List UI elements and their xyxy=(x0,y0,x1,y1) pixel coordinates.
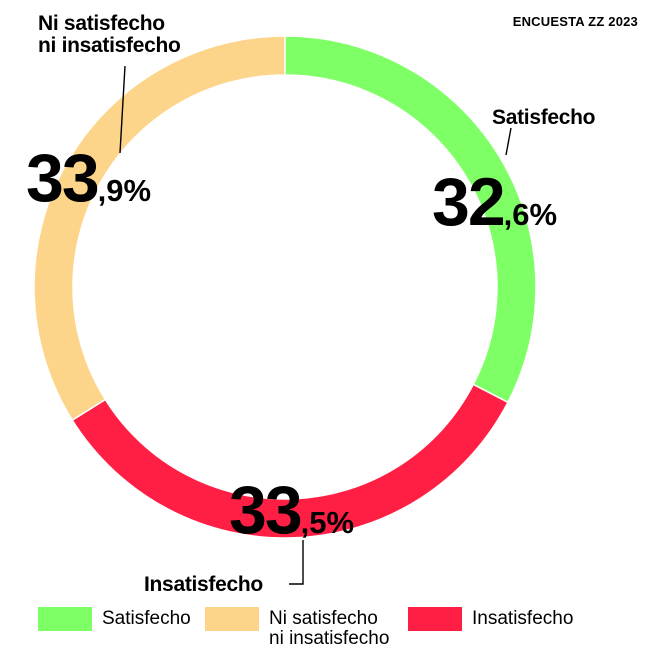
source-label: ENCUESTA ZZ 2023 xyxy=(512,14,638,29)
legend-text-ni-satisfecho-line-2: ni insatisfecho xyxy=(269,628,390,649)
legend-item-insatisfecho: Insatisfecho xyxy=(408,607,573,631)
legend-text-satisfecho-line: Satisfecho xyxy=(102,608,191,629)
legend-swatch-insatisfecho xyxy=(408,607,462,631)
value-satisfecho-dec: ,6% xyxy=(503,197,558,232)
legend-swatch-satisfecho xyxy=(38,607,92,631)
label-ni-satisfecho: Ni satisfecho ni insatisfecho xyxy=(38,13,181,57)
label-ni-satisfecho-line-1: Ni satisfecho xyxy=(38,12,165,35)
leader-line-insatisfecho xyxy=(289,540,304,585)
legend: Satisfecho Ni satisfecho ni insatisfecho… xyxy=(38,607,638,663)
leader-lines xyxy=(119,65,512,585)
label-satisfecho-line: Satisfecho xyxy=(492,106,596,129)
value-label-insatisfecho: 33,5% xyxy=(229,476,354,544)
value-insatisfecho-dec: ,5% xyxy=(300,505,355,540)
value-insatisfecho-int: 33 xyxy=(229,472,303,548)
label-satisfecho: Satisfecho xyxy=(492,106,596,129)
leader-line-ni-satisfecho xyxy=(119,65,126,154)
value-label-ni-satisfecho: 33,9% xyxy=(26,144,151,212)
label-ni-satisfecho-line-2: ni insatisfecho xyxy=(38,34,181,57)
legend-swatch-ni-satisfecho xyxy=(205,607,259,631)
leader-line-satisfecho xyxy=(505,127,512,156)
legend-text-satisfecho: Satisfecho xyxy=(102,607,191,629)
legend-item-satisfecho: Satisfecho xyxy=(38,607,191,631)
legend-text-insatisfecho-line: Insatisfecho xyxy=(472,608,574,629)
label-insatisfecho: Insatisfecho xyxy=(144,574,263,596)
value-ni-satisfecho-int: 33 xyxy=(26,140,100,216)
legend-text-insatisfecho: Insatisfecho xyxy=(472,607,573,629)
value-ni-satisfecho-dec: ,9% xyxy=(97,173,152,208)
donut-slice-ni xyxy=(33,35,286,422)
value-label-satisfecho: 32,6% xyxy=(432,168,557,236)
donut-slices xyxy=(33,35,537,539)
value-satisfecho-int: 32 xyxy=(432,164,506,240)
label-insatisfecho-line: Insatisfecho xyxy=(144,573,263,596)
legend-text-ni-satisfecho: Ni satisfecho ni insatisfecho xyxy=(269,607,389,649)
legend-text-ni-satisfecho-line-1: Ni satisfecho xyxy=(269,608,378,629)
legend-item-ni-satisfecho: Ni satisfecho ni insatisfecho xyxy=(205,607,389,649)
